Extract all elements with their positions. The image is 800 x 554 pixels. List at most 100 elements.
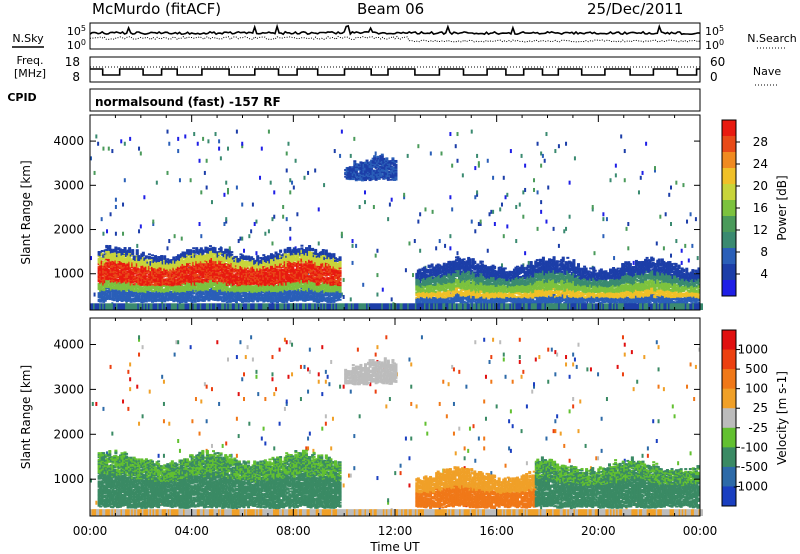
power-data-cell bbox=[193, 254, 197, 257]
power-data-cell bbox=[195, 292, 199, 295]
power-noise-cell bbox=[645, 141, 648, 146]
power-data-cell bbox=[187, 250, 191, 253]
power-data-cell bbox=[195, 260, 199, 263]
power-data-cell bbox=[114, 288, 118, 291]
power-data-cell bbox=[140, 262, 144, 265]
power-data-cell bbox=[134, 280, 138, 283]
power-data-cell bbox=[129, 292, 133, 295]
power-data-cell bbox=[105, 278, 109, 281]
power-data-cell bbox=[129, 284, 133, 287]
power-data-cell bbox=[120, 292, 124, 295]
power-data-cell bbox=[198, 249, 202, 252]
power-data-cell bbox=[134, 300, 138, 303]
power-data-cell bbox=[143, 273, 147, 276]
power-data-cell bbox=[152, 256, 156, 259]
power-data-cell bbox=[172, 294, 176, 297]
power-data-cell bbox=[198, 290, 202, 293]
power-data-cell bbox=[132, 283, 136, 286]
power-data-cell bbox=[201, 253, 205, 256]
power-data-cell bbox=[138, 278, 142, 281]
power-data-cell bbox=[184, 273, 188, 276]
power-data-cell bbox=[137, 274, 141, 277]
power-data-cell bbox=[147, 287, 151, 290]
power-data-cell bbox=[190, 267, 194, 270]
power-data-cell bbox=[118, 298, 122, 301]
power-data-cell bbox=[154, 281, 158, 284]
power-data-cell bbox=[201, 254, 205, 257]
power-data-cell bbox=[141, 271, 145, 274]
power-noise-cell bbox=[545, 132, 548, 137]
power-data-cell bbox=[181, 264, 185, 267]
power-data-cell bbox=[172, 277, 176, 280]
power-data-cell bbox=[202, 297, 206, 300]
power-data-cell bbox=[163, 256, 167, 259]
power-data-cell bbox=[103, 278, 107, 281]
power-data-cell bbox=[112, 255, 116, 258]
power-data-cell bbox=[128, 280, 132, 283]
power-data-cell bbox=[176, 267, 180, 270]
power-noise-cell bbox=[122, 202, 125, 207]
power-data-cell bbox=[118, 285, 122, 288]
power-data-cell bbox=[122, 283, 126, 286]
power-data-cell bbox=[154, 288, 158, 291]
power-data-cell bbox=[109, 287, 113, 290]
power-data-cell bbox=[100, 250, 104, 253]
power-data-cell bbox=[129, 287, 133, 290]
power-data-cell bbox=[106, 258, 110, 261]
power-data-cell bbox=[120, 285, 124, 288]
power-data-cell bbox=[190, 286, 194, 289]
power-data-cell bbox=[111, 254, 115, 257]
power-data-cell bbox=[178, 260, 182, 263]
power-noise-cell bbox=[95, 134, 98, 139]
power-data-cell bbox=[169, 259, 173, 262]
power-data-cell bbox=[166, 298, 170, 301]
power-data-cell bbox=[186, 292, 190, 295]
power-data-cell bbox=[117, 253, 121, 256]
power-noise-cell bbox=[479, 222, 482, 227]
power-data-cell bbox=[201, 285, 205, 288]
power-data-cell bbox=[201, 269, 205, 272]
power-data-cell bbox=[175, 295, 179, 298]
power-data-cell bbox=[181, 287, 185, 290]
power-data-cell bbox=[99, 296, 103, 299]
power-data-cell bbox=[115, 292, 119, 295]
power-data-cell bbox=[114, 271, 118, 274]
power-data-cell bbox=[120, 280, 124, 283]
power-data-cell bbox=[184, 253, 188, 256]
power-data-cell bbox=[181, 256, 185, 259]
power-data-cell bbox=[100, 276, 104, 279]
power-data-cell bbox=[117, 273, 121, 276]
power-data-cell bbox=[167, 262, 171, 265]
power-data-cell bbox=[120, 268, 124, 271]
power-data-cell bbox=[102, 295, 106, 298]
power-data-cell bbox=[126, 257, 130, 260]
power-data-cell bbox=[151, 254, 154, 257]
power-data-cell bbox=[172, 286, 176, 289]
power-data-cell bbox=[172, 271, 176, 274]
power-data-cell bbox=[105, 290, 109, 293]
power-data-cell bbox=[134, 286, 138, 289]
power-data-cell bbox=[152, 260, 156, 263]
power-data-cell bbox=[196, 269, 200, 272]
power-data-cell bbox=[175, 275, 179, 278]
power-data-cell bbox=[166, 272, 170, 275]
power-data-cell bbox=[111, 250, 115, 253]
power-data-cell bbox=[120, 277, 124, 280]
power-data-cell bbox=[152, 279, 156, 282]
power-data-cell bbox=[172, 267, 176, 270]
power-data-cell bbox=[196, 297, 200, 300]
power-data-cell bbox=[138, 263, 142, 266]
power-data-cell bbox=[108, 280, 112, 283]
power-data-cell bbox=[111, 261, 115, 264]
power-data-cell bbox=[193, 274, 197, 277]
power-data-cell bbox=[108, 255, 112, 258]
power-data-cell bbox=[105, 244, 109, 247]
power-data-cell bbox=[193, 262, 197, 265]
power-data-cell bbox=[193, 267, 197, 270]
power-noise-cell bbox=[449, 195, 452, 200]
power-noise-cell bbox=[189, 178, 192, 183]
power-data-cell bbox=[105, 284, 109, 287]
power-data-cell bbox=[111, 286, 115, 289]
power-noise-cell bbox=[476, 192, 479, 197]
power-data-cell bbox=[108, 270, 112, 273]
